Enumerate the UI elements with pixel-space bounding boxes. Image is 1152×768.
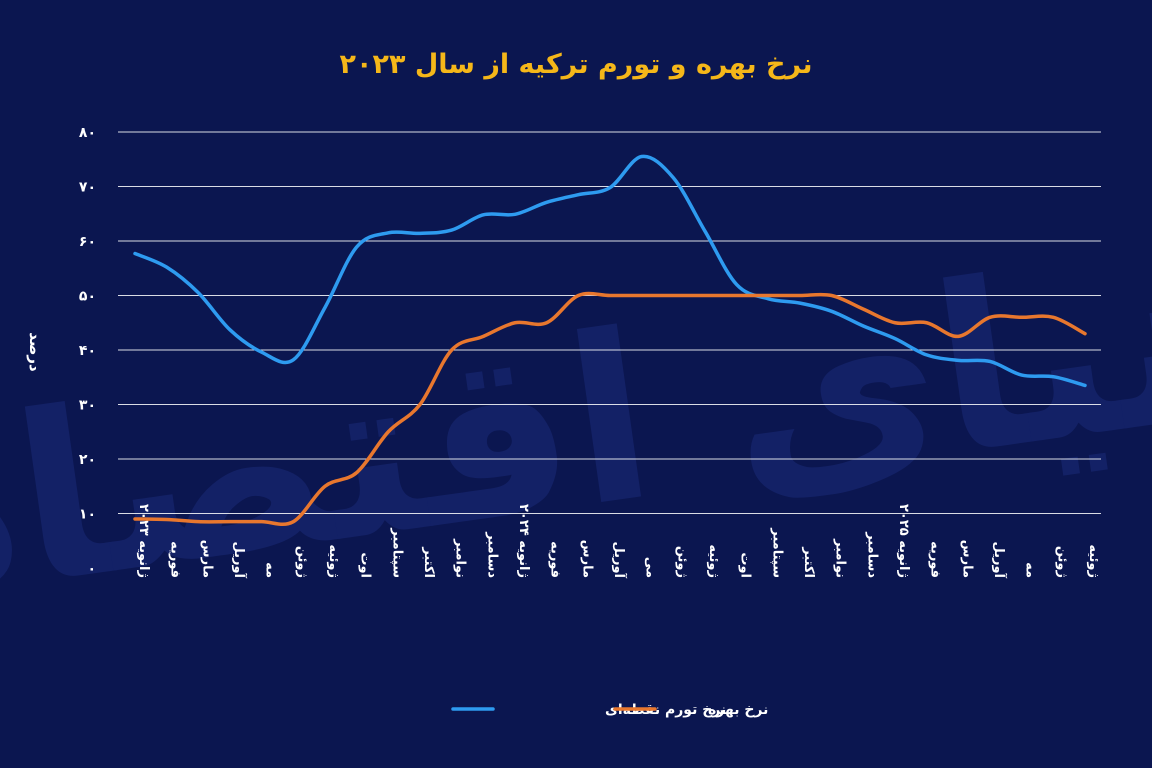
x-tick-label: نوامبر <box>453 538 468 578</box>
legend-label-interest: نرخ بهره <box>708 702 768 718</box>
x-tick-label: مارس <box>199 540 214 578</box>
y-tick-label: ۸۰ <box>79 125 96 141</box>
x-tick-label: ژوئیه <box>706 544 721 578</box>
y-tick-label: ۲۰ <box>79 452 96 468</box>
legend: نرخ تورم نقطه‌ای نرخ بهره <box>451 702 768 718</box>
x-tick-label: آوریل <box>231 541 248 578</box>
x-tick-label: آوریل <box>611 541 628 578</box>
x-tick-label: نوامبر <box>833 538 848 578</box>
y-axis: ۰ ۱۰ ۲۰ ۳۰ ۴۰ ۵۰ ۶۰ ۷۰ ۸۰ <box>79 125 96 577</box>
x-tick-label: مارس <box>579 540 594 578</box>
x-tick-label: ژانویه ۲۰۲۳ <box>136 504 151 578</box>
x-tick-label: ژانویه ۲۰۲۵ <box>896 504 911 578</box>
y-tick-label: ۶۰ <box>79 234 96 250</box>
x-tick-label: آوریل <box>991 541 1008 578</box>
watermark: دنیای اقتصاد <box>0 190 1152 653</box>
series-layer <box>133 154 1087 527</box>
x-tick-label: اکتبر <box>801 546 816 578</box>
y-tick-label: ۳۰ <box>79 398 96 414</box>
y-axis-label: درصد <box>26 332 44 372</box>
x-tick-label: ژانویه ۲۰۲۴ <box>516 504 531 578</box>
x-tick-label: ژوئن <box>294 546 309 578</box>
x-tick-label: دسامبر <box>864 531 879 578</box>
x-tick-label: فوریه <box>928 541 943 578</box>
x-tick-label: سپتامبر <box>769 527 784 578</box>
x-tick-label: فوریه <box>548 541 563 578</box>
chart-title: نرخ بهره و تورم ترکیه از سال ۲۰۲۳ <box>340 49 813 80</box>
x-tick-label: فوریه <box>168 541 183 578</box>
x-tick-label: اوت <box>738 552 753 578</box>
x-tick-label: مه <box>1023 562 1038 578</box>
x-tick-label: مارس <box>959 540 974 578</box>
series-interest-rate <box>133 291 1087 527</box>
x-tick-label: ژوئیه <box>1086 544 1101 578</box>
y-tick-label: ۵۰ <box>79 289 96 305</box>
x-tick-label: دسامبر <box>484 531 499 578</box>
y-tick-label: ۴۰ <box>79 343 96 359</box>
x-tick-label: اوت <box>358 552 373 578</box>
y-tick-label: ۰ <box>87 561 96 577</box>
legend-label-inflation: نرخ تورم نقطه‌ای <box>605 702 726 718</box>
y-tick-label: ۷۰ <box>79 180 96 196</box>
x-tick-label: سپتامبر <box>389 527 404 578</box>
x-tick-label: اکتبر <box>421 546 436 578</box>
y-tick-label: ۱۰ <box>79 507 96 523</box>
x-tick-label: می <box>643 557 658 578</box>
x-tick-label: ژوئن <box>1054 546 1069 578</box>
x-tick-label: ژوئن <box>674 546 689 578</box>
x-tick-label: مه <box>263 562 278 578</box>
series-inflation <box>133 154 1087 388</box>
x-tick-label: ژوئیه <box>326 544 341 578</box>
x-axis: ژانویه ۲۰۲۳ فوریه مارس آوریل مه ژوئن ژوئیه اوت س… <box>136 504 1101 579</box>
